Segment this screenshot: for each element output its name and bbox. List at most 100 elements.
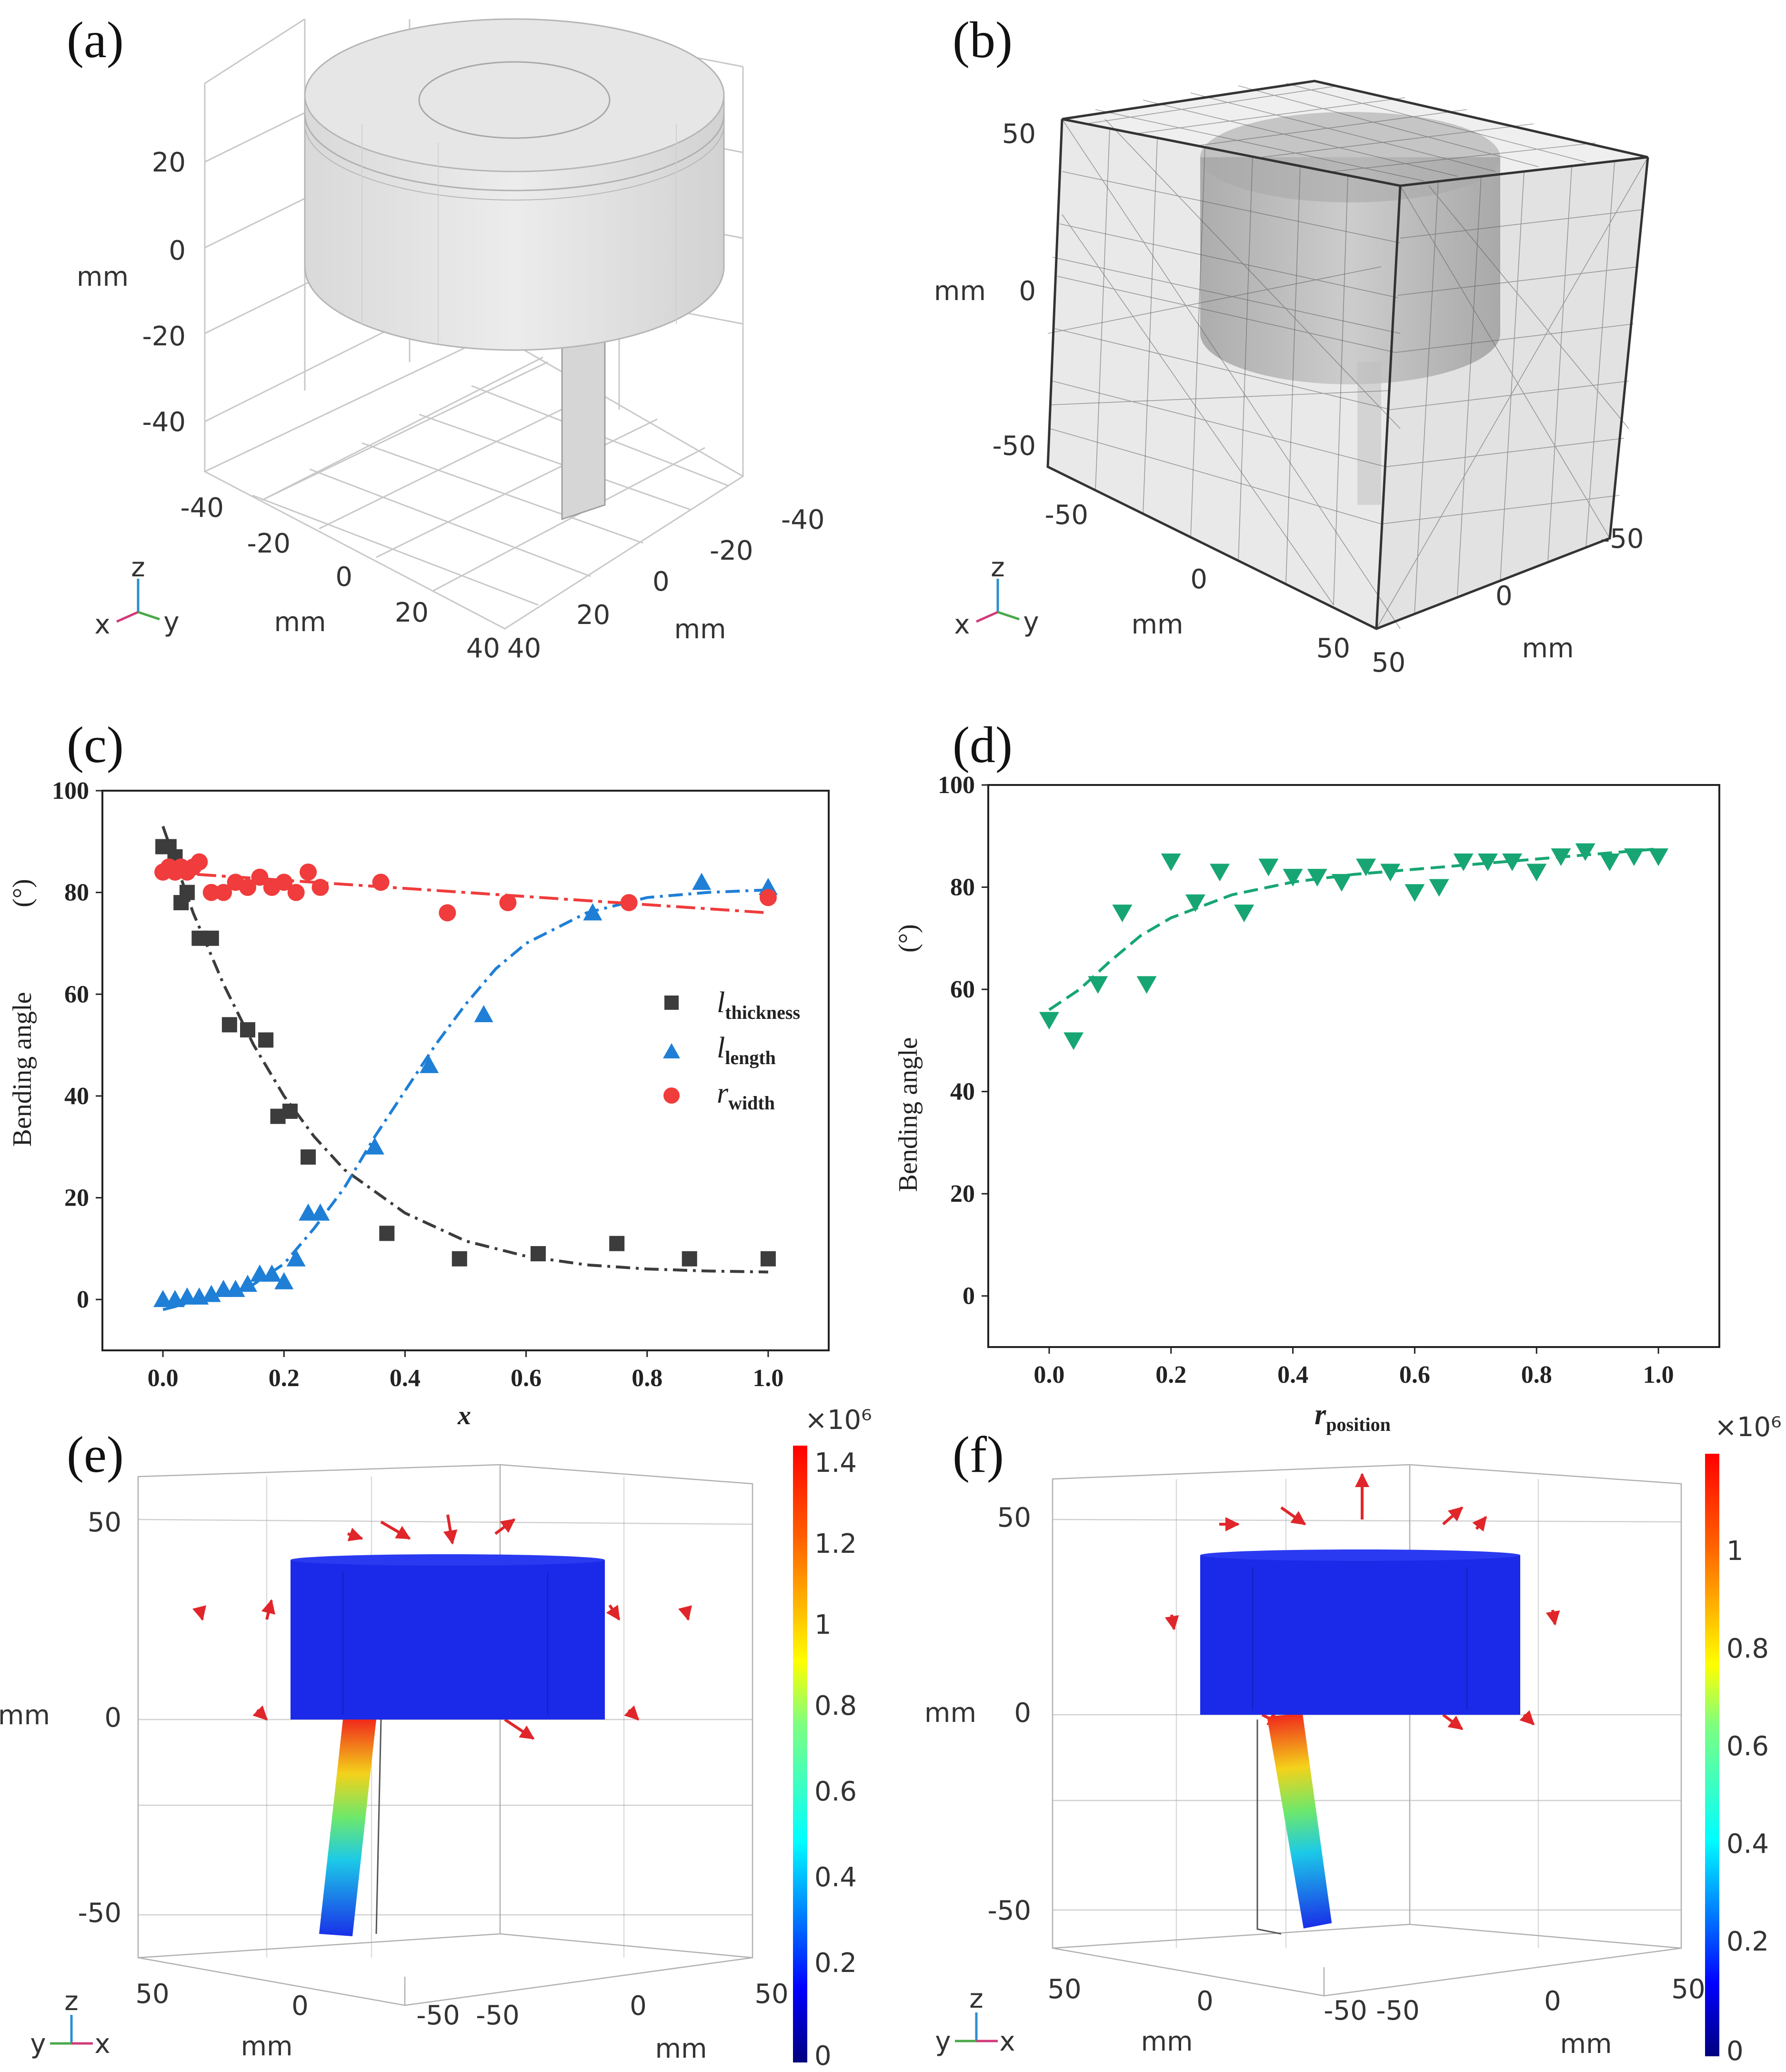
point-width bbox=[275, 874, 293, 891]
colorbar-tick: 0.8 bbox=[814, 1690, 857, 1721]
triad-y: y bbox=[30, 2029, 46, 2060]
point-thickness bbox=[379, 1226, 395, 1241]
panel-e-colorbar-exponent: ×10⁶ bbox=[805, 1405, 872, 1436]
point-length bbox=[153, 1290, 173, 1308]
point-length bbox=[214, 1279, 233, 1297]
z-tick: 0 bbox=[169, 235, 186, 266]
z-unit: mm bbox=[77, 262, 129, 292]
point-length bbox=[420, 1056, 439, 1073]
legend-thickness: lthickness bbox=[717, 986, 800, 1023]
point-r_position bbox=[1307, 869, 1327, 887]
panel-a-z-ticks: 20 0 -20 -40 mm bbox=[77, 147, 186, 438]
triad-z: z bbox=[969, 1983, 983, 2014]
y-tick-label: 60 bbox=[950, 976, 975, 1003]
panel-f-colorbar-ticks: 1 0.8 0.6 0.4 0.2 0 bbox=[1726, 1536, 1769, 2067]
point-r_position bbox=[1064, 1032, 1084, 1050]
panel-e-triad: z y x bbox=[30, 1986, 110, 2060]
legend-width: rwidth bbox=[717, 1077, 775, 1114]
triad-x: x bbox=[94, 609, 110, 640]
panel-a-y-ticks: -40 -20 0 20 40 mm bbox=[507, 504, 824, 664]
x-tick: -40 bbox=[181, 493, 224, 523]
panel-b-y-ticks: -50 0 50 mm bbox=[1372, 523, 1644, 678]
z-unit: mm bbox=[924, 1698, 976, 1729]
point-length bbox=[238, 1275, 257, 1292]
x-tick: 0 bbox=[1190, 564, 1207, 595]
fit-line-thickness bbox=[161, 825, 768, 1274]
point-r_position bbox=[1624, 848, 1644, 866]
panel-f-bottom-ticks: 50 0 -50 -50 0 50 mm mm bbox=[1047, 1974, 1705, 2060]
point-thickness bbox=[760, 1251, 776, 1267]
x-tick: -50 bbox=[1045, 500, 1088, 531]
point-width bbox=[300, 863, 317, 881]
point-width bbox=[311, 878, 329, 896]
triad-z: z bbox=[131, 552, 145, 583]
x-tick-label: 0.4 bbox=[1277, 1361, 1308, 1388]
x-tick-label: 0.8 bbox=[632, 1365, 662, 1392]
panel-c-ylabel-unit: (°) bbox=[8, 879, 37, 907]
point-r_position bbox=[1136, 976, 1157, 994]
colorbar-tick: 1 bbox=[1726, 1536, 1744, 1567]
point-r_position bbox=[1648, 848, 1669, 866]
colorbar-tick: 0.6 bbox=[1726, 1731, 1769, 1762]
point-thickness bbox=[609, 1236, 625, 1251]
panel-e-magnet bbox=[291, 1554, 605, 1720]
point-thickness bbox=[531, 1246, 546, 1262]
left-tick: 0 bbox=[1196, 1986, 1214, 2017]
x-tick-label: 0.2 bbox=[269, 1365, 300, 1392]
panel-c-label: (c) bbox=[67, 717, 124, 774]
point-width bbox=[620, 894, 638, 911]
y-tick-label: 0 bbox=[77, 1286, 89, 1313]
point-width bbox=[251, 868, 269, 886]
z-tick: -20 bbox=[142, 321, 186, 352]
x-tick-label: 0.4 bbox=[390, 1365, 421, 1392]
x-tick-label: 1.0 bbox=[1643, 1361, 1674, 1388]
panel-c-legend: lthickness llength rwidth bbox=[663, 986, 800, 1114]
panel-c-points bbox=[153, 839, 778, 1308]
x-tick-label: 0.2 bbox=[1155, 1361, 1186, 1388]
y-tick: 0 bbox=[652, 566, 670, 597]
point-width bbox=[759, 889, 777, 906]
y-tick-label: 100 bbox=[52, 777, 89, 805]
triad-z: z bbox=[991, 552, 1004, 583]
z-tick: -40 bbox=[142, 407, 186, 438]
y-tick: 50 bbox=[1372, 647, 1405, 678]
point-r_position bbox=[1210, 864, 1230, 882]
point-length bbox=[201, 1285, 221, 1302]
z-tick: 50 bbox=[997, 1502, 1031, 1533]
right-tick: 50 bbox=[754, 1979, 788, 2010]
right-tick: -50 bbox=[476, 2000, 519, 2031]
y-tick-label: 60 bbox=[64, 981, 89, 1008]
panel-e-colorbar bbox=[793, 1446, 807, 2062]
triad-y: y bbox=[1023, 607, 1039, 638]
panel-c-x-axis: 0.0 0.2 0.4 0.6 0.8 1.0 bbox=[148, 1350, 783, 1392]
triad-x: x bbox=[954, 609, 970, 640]
z-tick: 0 bbox=[1014, 1698, 1031, 1729]
point-length bbox=[274, 1272, 294, 1289]
x-tick-label: 0.0 bbox=[1033, 1361, 1064, 1388]
point-width bbox=[287, 884, 305, 901]
point-r_position bbox=[1453, 853, 1474, 871]
y-tick-label: 40 bbox=[64, 1083, 89, 1110]
left-tick: 50 bbox=[1047, 1974, 1081, 2005]
triad-z: z bbox=[64, 1986, 78, 2017]
panel-a-label: (a) bbox=[67, 12, 124, 69]
panel-c-xlabel: x bbox=[457, 1401, 471, 1430]
triad-x: x bbox=[94, 2029, 110, 2060]
fit-line-length bbox=[162, 888, 769, 1311]
right-tick: 0 bbox=[1544, 1986, 1561, 2017]
point-r_position bbox=[1258, 858, 1279, 876]
point-r_position bbox=[1526, 864, 1547, 882]
panel-a-beam bbox=[561, 328, 606, 521]
colorbar-tick: 1.4 bbox=[814, 1448, 857, 1479]
point-width bbox=[439, 904, 456, 922]
legend-marker-width bbox=[663, 1087, 680, 1104]
panel-d-ylabel: Bending angle (°) bbox=[893, 924, 923, 1192]
left-tick: -50 bbox=[1324, 1995, 1367, 2026]
point-length bbox=[226, 1279, 245, 1297]
panel-f-colorbar bbox=[1705, 1454, 1719, 2056]
x-tick: 0 bbox=[335, 562, 352, 593]
x-tick-label: 0.6 bbox=[1399, 1361, 1430, 1388]
point-length bbox=[286, 1249, 306, 1267]
triad-y: y bbox=[163, 607, 179, 638]
